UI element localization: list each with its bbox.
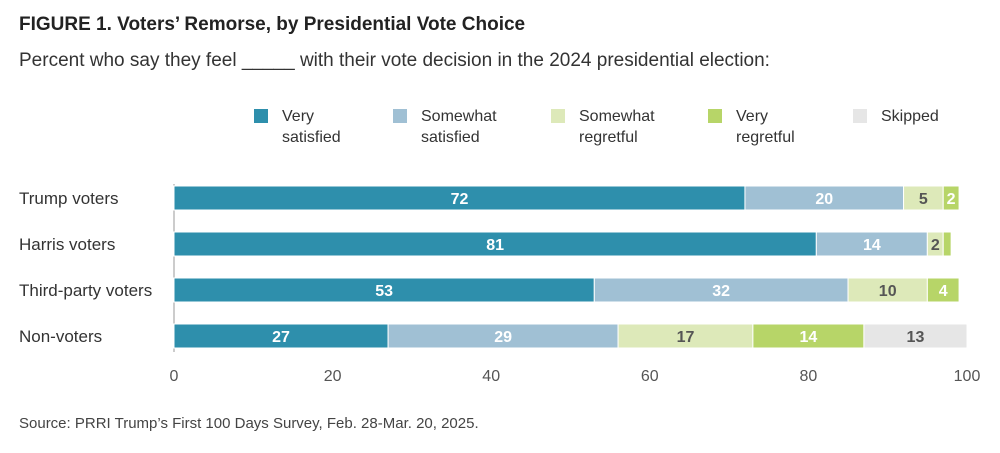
legend-item-very-regretful: Very regretful bbox=[708, 106, 846, 148]
source-note: Source: PRRI Trump’s First 100 Days Surv… bbox=[19, 415, 479, 432]
data-label-third-party-voters-very-satisfied: 53 bbox=[375, 283, 393, 300]
data-label-trump-voters-very-satisfied: 72 bbox=[451, 191, 469, 208]
legend-swatch-somewhat-regretful bbox=[551, 109, 565, 123]
bar-trump-voters-somewhat-regretful bbox=[903, 185, 944, 211]
legend-swatch-very-satisfied bbox=[254, 109, 268, 123]
x-tick-label-20: 20 bbox=[324, 368, 342, 385]
bar-third-party-voters-very-satisfied bbox=[173, 277, 595, 303]
chart-title: FIGURE 1. Voters’ Remorse, by Presidenti… bbox=[19, 14, 526, 35]
data-label-third-party-voters-somewhat-satisfied: 32 bbox=[712, 283, 730, 300]
bar-non-voters-skipped bbox=[863, 323, 968, 349]
legend-label-somewhat-regretful: Somewhat regretful bbox=[579, 108, 655, 146]
legend-item-very-satisfied: Very satisfied bbox=[254, 106, 392, 148]
legend-label-very-satisfied: Very satisfied bbox=[282, 108, 341, 146]
x-tick-label-80: 80 bbox=[800, 368, 818, 385]
stacked-bar-chart: Trump voters 72 20 5 2 Harris voters 81 14 2 Thir… bbox=[19, 184, 981, 385]
x-tick-label-60: 60 bbox=[641, 368, 659, 385]
bar-trump-voters-very-regretful bbox=[942, 185, 960, 211]
legend-swatch-very-regretful bbox=[708, 109, 722, 123]
bar-third-party-voters-very-regretful bbox=[926, 277, 960, 303]
category-label-third-party-voters: Third-party voters bbox=[19, 281, 152, 300]
legend-item-somewhat-regretful: Somewhat regretful bbox=[551, 106, 689, 148]
x-tick-label-0: 0 bbox=[170, 368, 179, 385]
data-label-harris-voters-very-satisfied: 81 bbox=[486, 237, 504, 254]
category-label-harris-voters: Harris voters bbox=[19, 235, 115, 254]
data-label-third-party-voters-very-regretful: 4 bbox=[939, 283, 948, 300]
category-label-non-voters: Non-voters bbox=[19, 327, 102, 346]
bar-trump-voters-somewhat-satisfied bbox=[744, 185, 905, 211]
legend-label-skipped: Skipped bbox=[881, 108, 939, 125]
legend-swatch-somewhat-satisfied bbox=[393, 109, 407, 123]
bar-harris-voters-very-regretful bbox=[942, 231, 952, 257]
data-label-trump-voters-very-regretful: 2 bbox=[947, 191, 956, 208]
data-label-third-party-voters-somewhat-regretful: 10 bbox=[879, 283, 897, 300]
bar-trump-voters-very-satisfied bbox=[173, 185, 746, 211]
bar-non-voters-somewhat-satisfied bbox=[387, 323, 619, 349]
x-tick-label-100: 100 bbox=[954, 368, 981, 385]
data-label-trump-voters-somewhat-satisfied: 20 bbox=[815, 191, 833, 208]
bar-third-party-voters-somewhat-regretful bbox=[847, 277, 928, 303]
bar-non-voters-very-regretful bbox=[752, 323, 865, 349]
bar-non-voters-somewhat-regretful bbox=[617, 323, 754, 349]
data-label-non-voters-skipped: 13 bbox=[907, 329, 925, 346]
data-label-harris-voters-somewhat-regretful: 2 bbox=[931, 237, 940, 254]
bar-harris-voters-very-satisfied bbox=[173, 231, 817, 257]
x-tick-label-40: 40 bbox=[482, 368, 500, 385]
data-label-non-voters-very-satisfied: 27 bbox=[272, 329, 290, 346]
bar-harris-voters-somewhat-satisfied bbox=[815, 231, 928, 257]
category-label-trump-voters: Trump voters bbox=[19, 189, 119, 208]
bar-non-voters-very-satisfied bbox=[173, 323, 389, 349]
data-label-trump-voters-somewhat-regretful: 5 bbox=[919, 191, 928, 208]
legend-label-very-regretful: Very regretful bbox=[736, 108, 795, 146]
legend-swatch-skipped bbox=[853, 109, 867, 123]
data-label-harris-voters-somewhat-satisfied: 14 bbox=[863, 237, 881, 254]
chart-subtitle: Percent who say they feel _____ with the… bbox=[19, 50, 770, 71]
data-label-non-voters-very-regretful: 14 bbox=[800, 329, 818, 346]
legend-label-somewhat-satisfied: Somewhat satisfied bbox=[421, 108, 497, 146]
legend-item-skipped: Skipped bbox=[853, 106, 991, 127]
data-label-non-voters-somewhat-regretful: 17 bbox=[677, 329, 695, 346]
data-label-non-voters-somewhat-satisfied: 29 bbox=[494, 329, 512, 346]
legend-item-somewhat-satisfied: Somewhat satisfied bbox=[393, 106, 531, 148]
